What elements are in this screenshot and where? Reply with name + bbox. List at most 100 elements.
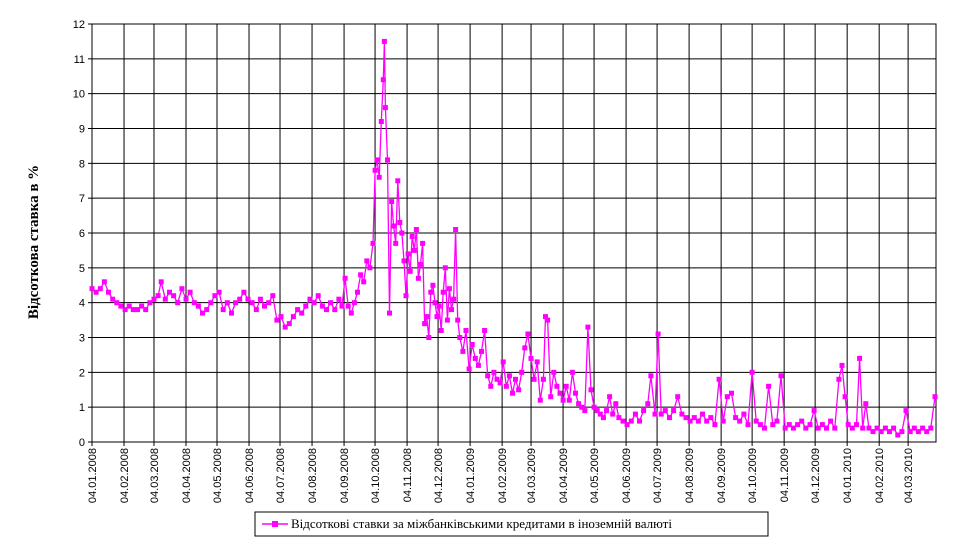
data-point: [887, 429, 892, 435]
data-point: [729, 390, 734, 396]
data-point: [415, 275, 421, 281]
data-point: [262, 303, 267, 309]
data-point: [167, 289, 172, 295]
data-point: [648, 373, 654, 379]
data-point: [449, 307, 454, 313]
data-point: [513, 376, 518, 382]
data-point: [315, 293, 321, 299]
x-tick-label: 04.08.2008: [307, 448, 319, 503]
x-tick-label: 04.12.2009: [810, 448, 822, 503]
data-point: [376, 174, 382, 180]
data-point: [147, 300, 153, 306]
data-point: [737, 418, 743, 424]
data-point: [212, 293, 218, 299]
series-rate: [89, 38, 938, 438]
data-point: [563, 383, 569, 389]
data-point: [720, 418, 726, 424]
data-point: [332, 307, 338, 313]
data-point: [457, 335, 463, 340]
series-line: [91, 41, 936, 436]
data-point: [426, 335, 432, 340]
data-point: [436, 303, 442, 309]
data-point: [257, 296, 263, 302]
data-point: [842, 394, 848, 400]
data-point: [637, 418, 642, 424]
legend-label: Відсоткові ставки за міжбанківськими кре…: [291, 516, 672, 531]
x-tick-label: 04.06.2008: [244, 448, 256, 503]
data-point: [413, 227, 419, 232]
data-point: [453, 227, 459, 232]
data-point: [175, 300, 181, 306]
data-point: [434, 314, 440, 320]
data-point: [770, 422, 776, 428]
x-tick-label: 04.09.2009: [716, 448, 728, 503]
data-point: [667, 415, 672, 421]
x-tick-label: 04.05.2009: [589, 448, 601, 503]
data-point: [576, 401, 582, 407]
data-point: [409, 234, 415, 239]
data-point: [628, 418, 634, 424]
data-point: [286, 321, 292, 327]
axes: [88, 23, 937, 446]
data-point: [828, 418, 834, 424]
data-point: [89, 286, 95, 292]
data-point: [624, 422, 630, 428]
data-point: [903, 408, 909, 414]
data-point: [491, 369, 497, 375]
data-point: [391, 223, 397, 229]
x-tick-label: 04.10.2008: [370, 448, 382, 503]
data-point: [543, 314, 548, 320]
data-point: [295, 307, 301, 313]
x-tick-label: 04.03.2009: [526, 448, 538, 503]
data-point: [683, 415, 689, 421]
data-point: [795, 422, 801, 428]
x-tick-label: 04.03.2010: [903, 448, 915, 503]
data-point: [469, 342, 475, 347]
data-point: [93, 289, 99, 295]
x-tick-label: 04.09.2008: [339, 448, 351, 503]
data-point: [803, 425, 809, 431]
x-tick-label: 04.01.2010: [842, 448, 854, 503]
x-tick-label: 04.05.2008: [212, 448, 224, 503]
data-point: [500, 359, 506, 365]
data-point: [466, 366, 472, 372]
data-point: [319, 303, 325, 309]
data-point: [418, 261, 423, 267]
data-point: [762, 425, 767, 431]
data-point: [455, 317, 461, 323]
data-point: [854, 422, 859, 428]
data-point: [179, 286, 185, 292]
data-point: [126, 303, 132, 309]
data-point: [290, 314, 296, 320]
data-point: [428, 289, 434, 295]
data-point: [451, 296, 457, 302]
data-point: [522, 345, 528, 351]
x-tick-label: 04.03.2008: [149, 448, 161, 503]
data-point: [432, 300, 438, 306]
x-tick-label: 04.02.2010: [874, 448, 886, 503]
x-tick-label: 04.11.2009: [779, 448, 791, 502]
data-point: [907, 429, 913, 435]
y-tick-label: 9: [79, 124, 85, 136]
data-point: [594, 408, 600, 414]
data-point: [488, 383, 494, 389]
data-point: [420, 240, 426, 246]
data-point: [482, 328, 488, 333]
data-point: [494, 376, 500, 382]
data-point: [395, 178, 401, 184]
data-point: [704, 418, 710, 424]
data-point: [807, 422, 813, 428]
data-point: [380, 77, 386, 83]
data-point: [824, 425, 829, 431]
data-point: [857, 355, 863, 361]
x-tick-label: 04.11.2008: [402, 448, 414, 502]
data-point: [503, 383, 509, 389]
data-point: [407, 268, 413, 274]
data-point: [307, 296, 313, 302]
legend: Відсоткові ставки за міжбанківськими кре…: [254, 511, 769, 537]
data-point: [573, 390, 578, 396]
data-point: [97, 286, 103, 292]
data-point: [882, 425, 888, 431]
data-point: [422, 321, 428, 327]
